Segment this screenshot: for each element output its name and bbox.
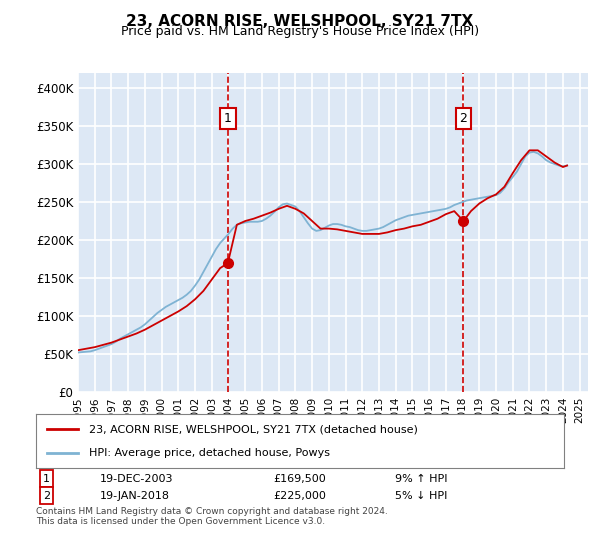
Text: 19-JAN-2018: 19-JAN-2018 <box>100 491 169 501</box>
Text: £225,000: £225,000 <box>274 491 326 501</box>
Text: £169,500: £169,500 <box>274 474 326 484</box>
Text: 19-DEC-2003: 19-DEC-2003 <box>100 474 173 484</box>
Text: 9% ↑ HPI: 9% ↑ HPI <box>395 474 448 484</box>
Text: HPI: Average price, detached house, Powys: HPI: Average price, detached house, Powy… <box>89 447 330 458</box>
Text: 2: 2 <box>460 112 467 125</box>
Text: 1: 1 <box>224 112 232 125</box>
Text: 2: 2 <box>43 491 50 501</box>
Text: 5% ↓ HPI: 5% ↓ HPI <box>395 491 448 501</box>
Text: 23, ACORN RISE, WELSHPOOL, SY21 7TX: 23, ACORN RISE, WELSHPOOL, SY21 7TX <box>127 14 473 29</box>
Text: 1: 1 <box>43 474 50 484</box>
Text: Contains HM Land Registry data © Crown copyright and database right 2024.
This d: Contains HM Land Registry data © Crown c… <box>36 507 388 526</box>
Text: Price paid vs. HM Land Registry's House Price Index (HPI): Price paid vs. HM Land Registry's House … <box>121 25 479 38</box>
Text: 23, ACORN RISE, WELSHPOOL, SY21 7TX (detached house): 23, ACORN RISE, WELSHPOOL, SY21 7TX (det… <box>89 424 418 435</box>
